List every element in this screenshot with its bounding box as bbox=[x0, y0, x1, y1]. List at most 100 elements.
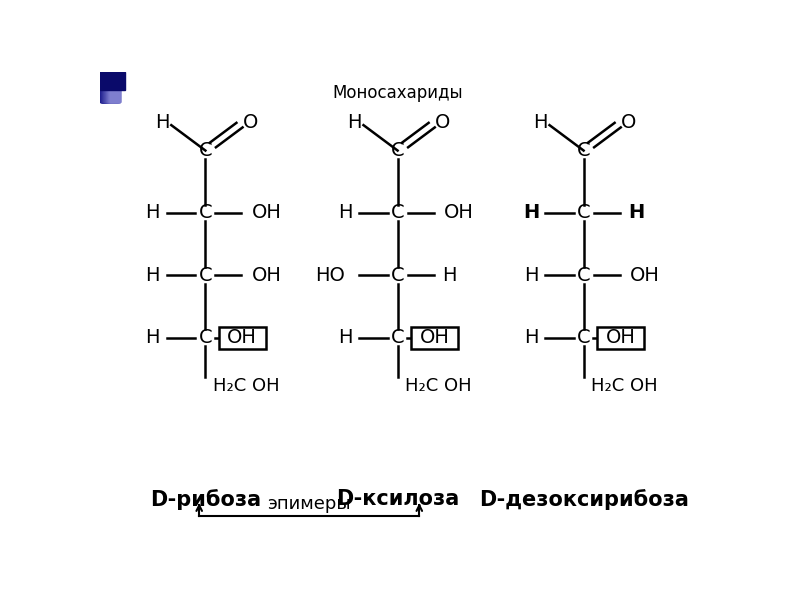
Bar bbox=[598, 326, 644, 349]
Text: C: C bbox=[577, 141, 590, 160]
Text: HO: HO bbox=[315, 266, 345, 285]
Text: H₂C OH: H₂C OH bbox=[405, 377, 472, 395]
Bar bbox=[106, 72, 117, 102]
Text: D-ксилоза: D-ксилоза bbox=[336, 490, 459, 509]
Text: C: C bbox=[198, 266, 212, 285]
Bar bbox=[105, 72, 115, 102]
Text: OH: OH bbox=[227, 328, 258, 347]
Text: C: C bbox=[198, 203, 212, 223]
Bar bbox=[104, 72, 114, 102]
Bar bbox=[100, 72, 110, 102]
Bar bbox=[106, 72, 116, 102]
Bar bbox=[109, 72, 119, 102]
Bar bbox=[102, 72, 112, 102]
Bar bbox=[106, 72, 116, 102]
Text: OH: OH bbox=[419, 328, 450, 347]
Bar bbox=[102, 72, 112, 102]
Bar bbox=[107, 72, 118, 102]
Text: H: H bbox=[146, 328, 160, 347]
Text: OH: OH bbox=[252, 203, 282, 223]
Bar bbox=[102, 72, 113, 102]
Text: D-дезоксирибоза: D-дезоксирибоза bbox=[478, 489, 689, 510]
Bar bbox=[106, 72, 116, 102]
Bar bbox=[104, 72, 114, 102]
Bar bbox=[100, 72, 110, 102]
Text: O: O bbox=[243, 113, 258, 133]
Bar bbox=[107, 72, 118, 102]
Text: OH: OH bbox=[252, 266, 282, 285]
Bar bbox=[101, 72, 111, 102]
Text: C: C bbox=[390, 266, 405, 285]
Bar bbox=[109, 72, 118, 102]
Bar bbox=[101, 72, 111, 102]
Bar bbox=[106, 72, 117, 102]
Text: O: O bbox=[435, 113, 450, 133]
Text: H: H bbox=[442, 266, 457, 285]
Bar bbox=[109, 72, 119, 102]
Text: H: H bbox=[628, 203, 645, 223]
Text: Моносахариды: Моносахариды bbox=[332, 84, 463, 102]
Bar bbox=[104, 72, 114, 102]
Bar bbox=[100, 72, 125, 91]
Bar bbox=[102, 72, 112, 102]
Bar bbox=[102, 72, 112, 102]
Text: H: H bbox=[338, 328, 352, 347]
Bar bbox=[102, 72, 113, 102]
Bar bbox=[100, 72, 110, 102]
Text: H: H bbox=[524, 328, 538, 347]
Text: H: H bbox=[533, 113, 547, 133]
Bar bbox=[101, 72, 111, 102]
Text: C: C bbox=[390, 141, 405, 160]
Bar bbox=[105, 72, 115, 102]
Bar bbox=[105, 72, 115, 102]
Bar bbox=[110, 72, 121, 102]
Bar bbox=[110, 72, 120, 102]
Bar bbox=[102, 72, 113, 102]
Bar bbox=[108, 72, 118, 102]
Bar bbox=[411, 326, 458, 349]
Text: H: H bbox=[524, 266, 538, 285]
Bar bbox=[110, 72, 120, 102]
Bar bbox=[104, 72, 114, 102]
Bar bbox=[105, 72, 115, 102]
Text: OH: OH bbox=[444, 203, 474, 223]
Text: OH: OH bbox=[630, 266, 660, 285]
Text: C: C bbox=[390, 328, 405, 347]
Bar bbox=[102, 72, 111, 102]
Bar bbox=[103, 72, 114, 102]
Bar bbox=[102, 72, 113, 102]
Text: H: H bbox=[347, 113, 362, 133]
Bar bbox=[103, 72, 114, 102]
Bar bbox=[103, 72, 114, 102]
Text: H: H bbox=[154, 113, 170, 133]
Text: H: H bbox=[522, 203, 539, 223]
Text: H: H bbox=[146, 266, 160, 285]
Text: C: C bbox=[198, 141, 212, 160]
Bar bbox=[106, 72, 117, 102]
Bar bbox=[106, 72, 117, 102]
Bar bbox=[106, 72, 116, 102]
Bar bbox=[109, 72, 119, 102]
Text: C: C bbox=[577, 203, 590, 223]
Bar bbox=[110, 72, 120, 102]
Bar bbox=[110, 72, 120, 102]
Text: C: C bbox=[577, 266, 590, 285]
Text: OH: OH bbox=[606, 328, 635, 347]
Text: H: H bbox=[146, 203, 160, 223]
Bar bbox=[103, 72, 114, 102]
Bar bbox=[102, 72, 112, 102]
Bar bbox=[108, 72, 118, 102]
Bar bbox=[108, 72, 118, 102]
Bar bbox=[219, 326, 266, 349]
Bar bbox=[106, 72, 116, 102]
Bar bbox=[104, 72, 114, 102]
Bar bbox=[110, 72, 120, 102]
Bar bbox=[108, 72, 118, 102]
Text: C: C bbox=[390, 203, 405, 223]
Text: H: H bbox=[338, 203, 352, 223]
Bar bbox=[107, 72, 118, 102]
Text: эпимеры: эпимеры bbox=[267, 494, 351, 512]
Bar bbox=[107, 72, 118, 102]
Text: H₂C OH: H₂C OH bbox=[591, 377, 658, 395]
Bar bbox=[107, 72, 118, 102]
